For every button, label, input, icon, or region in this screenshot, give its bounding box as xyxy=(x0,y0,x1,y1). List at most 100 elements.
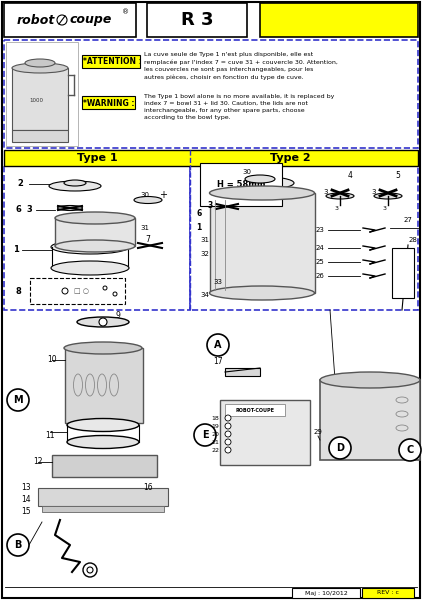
Text: 12: 12 xyxy=(33,457,43,467)
Circle shape xyxy=(194,424,216,446)
Text: A: A xyxy=(214,340,222,350)
Text: 14: 14 xyxy=(21,496,31,505)
Text: 3: 3 xyxy=(26,205,32,214)
Text: 3: 3 xyxy=(324,189,328,195)
Ellipse shape xyxy=(67,419,139,431)
Text: 13: 13 xyxy=(21,484,31,493)
Circle shape xyxy=(329,437,351,459)
Bar xyxy=(65,348,143,423)
Text: 1000: 1000 xyxy=(29,97,43,103)
Circle shape xyxy=(399,439,421,461)
Ellipse shape xyxy=(320,372,420,388)
Text: coupe: coupe xyxy=(70,13,112,26)
Text: 3: 3 xyxy=(383,205,387,211)
Circle shape xyxy=(7,389,29,411)
Ellipse shape xyxy=(49,181,101,191)
Text: 18: 18 xyxy=(211,415,219,421)
Bar xyxy=(12,130,68,142)
Ellipse shape xyxy=(245,175,275,183)
Text: 7: 7 xyxy=(146,235,150,245)
Bar xyxy=(42,506,164,512)
Ellipse shape xyxy=(51,240,129,254)
Ellipse shape xyxy=(55,212,135,224)
Ellipse shape xyxy=(51,261,129,275)
Bar xyxy=(225,404,285,416)
Ellipse shape xyxy=(64,180,86,186)
Text: B: B xyxy=(14,540,22,550)
Circle shape xyxy=(99,318,107,326)
Ellipse shape xyxy=(57,205,82,211)
Text: 4: 4 xyxy=(348,170,352,179)
Text: robot: robot xyxy=(16,13,55,26)
Circle shape xyxy=(62,288,68,294)
Bar xyxy=(12,68,68,130)
Text: 15: 15 xyxy=(21,508,31,517)
Bar xyxy=(225,368,260,376)
Text: 20: 20 xyxy=(211,431,219,437)
Bar xyxy=(210,193,315,293)
Text: 6: 6 xyxy=(15,205,21,214)
Text: 34: 34 xyxy=(200,292,209,298)
Text: 11: 11 xyxy=(45,431,55,439)
Bar xyxy=(30,278,125,304)
Circle shape xyxy=(225,447,231,453)
Circle shape xyxy=(103,286,107,290)
Text: 2: 2 xyxy=(17,179,23,188)
Circle shape xyxy=(225,423,231,429)
Text: 30: 30 xyxy=(243,169,252,175)
Bar xyxy=(392,248,414,298)
Circle shape xyxy=(207,334,229,356)
Text: La cuve seule de Type 1 n'est plus disponible, elle est
remplacée par l'index 7 : La cuve seule de Type 1 n'est plus dispo… xyxy=(144,52,338,79)
Text: 33: 33 xyxy=(214,279,222,285)
Text: 10: 10 xyxy=(47,355,57,364)
Bar xyxy=(362,588,414,598)
Ellipse shape xyxy=(77,317,129,327)
Text: 25: 25 xyxy=(316,259,325,265)
Text: 1: 1 xyxy=(196,223,202,232)
Text: The Type 1 bowl alone is no more available, it is replaced by
index 7 = bowl 31 : The Type 1 bowl alone is no more availab… xyxy=(144,94,334,120)
Text: 3: 3 xyxy=(372,189,376,195)
Ellipse shape xyxy=(226,176,294,190)
Ellipse shape xyxy=(25,59,55,67)
Text: M: M xyxy=(13,395,23,405)
Text: 31: 31 xyxy=(200,237,209,243)
Text: 31: 31 xyxy=(141,225,149,231)
Text: 24: 24 xyxy=(316,245,325,251)
Bar xyxy=(55,218,135,246)
Ellipse shape xyxy=(64,342,142,354)
Text: Maj : 10/2012: Maj : 10/2012 xyxy=(305,590,347,595)
Text: 22: 22 xyxy=(211,448,219,452)
Bar xyxy=(320,380,420,460)
Circle shape xyxy=(113,292,117,296)
Text: REV : c: REV : c xyxy=(377,590,399,595)
Bar xyxy=(38,488,168,506)
Bar xyxy=(260,3,418,37)
Bar xyxy=(220,400,310,465)
Text: Type 2: Type 2 xyxy=(270,153,310,163)
Ellipse shape xyxy=(67,436,139,449)
Text: R 3: R 3 xyxy=(181,11,213,29)
Circle shape xyxy=(225,431,231,437)
Text: ROBOT-COUPE: ROBOT-COUPE xyxy=(235,407,274,413)
Ellipse shape xyxy=(134,196,162,203)
Text: 23: 23 xyxy=(316,227,325,233)
Circle shape xyxy=(57,15,67,25)
Text: 19: 19 xyxy=(211,424,219,428)
Text: Type 1: Type 1 xyxy=(77,153,117,163)
Text: 28: 28 xyxy=(408,237,417,243)
Circle shape xyxy=(7,534,29,556)
Text: *WARNING :: *WARNING : xyxy=(83,98,135,107)
Circle shape xyxy=(87,567,93,573)
Text: 1: 1 xyxy=(13,245,19,254)
Text: □ ○: □ ○ xyxy=(75,288,89,294)
Ellipse shape xyxy=(12,63,68,73)
Bar xyxy=(4,3,136,37)
Ellipse shape xyxy=(209,286,314,300)
Bar xyxy=(4,166,190,310)
Ellipse shape xyxy=(55,240,135,252)
Text: 6: 6 xyxy=(196,209,202,218)
Text: E: E xyxy=(202,430,208,440)
Ellipse shape xyxy=(326,193,354,199)
Bar xyxy=(6,42,78,146)
Text: *ATTENTION :: *ATTENTION : xyxy=(83,58,142,67)
